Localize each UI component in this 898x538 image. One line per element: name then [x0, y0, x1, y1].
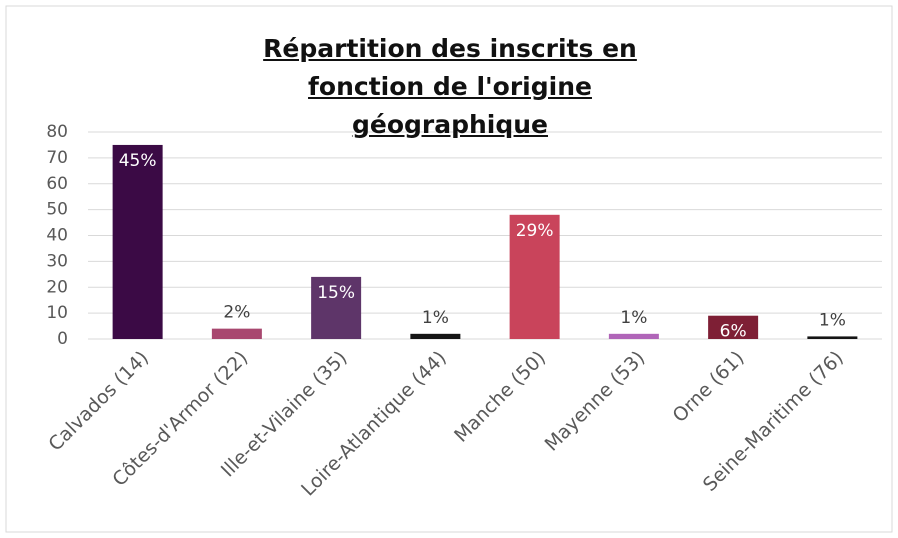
- bar: [608, 333, 659, 339]
- bar: [211, 328, 262, 339]
- data-label: 2%: [223, 303, 250, 323]
- data-label: 45%: [119, 151, 157, 171]
- y-tick-label: 10: [46, 303, 68, 323]
- bar: [509, 214, 560, 339]
- x-tick-label: Mayenne (53): [541, 347, 650, 456]
- x-tick-label: Orne (61): [668, 347, 748, 427]
- y-tick-label: 40: [46, 226, 68, 246]
- bar: [311, 276, 362, 339]
- y-tick-label: 50: [46, 200, 68, 220]
- y-tick-label: 80: [46, 122, 68, 142]
- data-label: 6%: [720, 322, 747, 342]
- y-tick-label: 0: [57, 329, 68, 349]
- chart-border: [5, 5, 893, 533]
- data-label: 29%: [516, 221, 554, 241]
- data-label: 15%: [317, 283, 355, 303]
- bar: [410, 333, 461, 339]
- x-tick-label: Calvados (14): [44, 347, 153, 456]
- data-label: 1%: [819, 310, 846, 330]
- y-tick-label: 30: [46, 251, 68, 271]
- y-tick-label: 60: [46, 174, 68, 194]
- bar: [807, 336, 858, 339]
- bar: [112, 144, 163, 339]
- y-tick-label: 20: [46, 277, 68, 297]
- y-tick-label: 70: [46, 148, 68, 168]
- chart-title: Répartition des inscrits en fonction de …: [263, 34, 637, 139]
- bar: [708, 315, 759, 339]
- data-label: 1%: [620, 308, 647, 328]
- data-label: 1%: [422, 308, 449, 328]
- x-tick-label: Manche (50): [450, 347, 550, 447]
